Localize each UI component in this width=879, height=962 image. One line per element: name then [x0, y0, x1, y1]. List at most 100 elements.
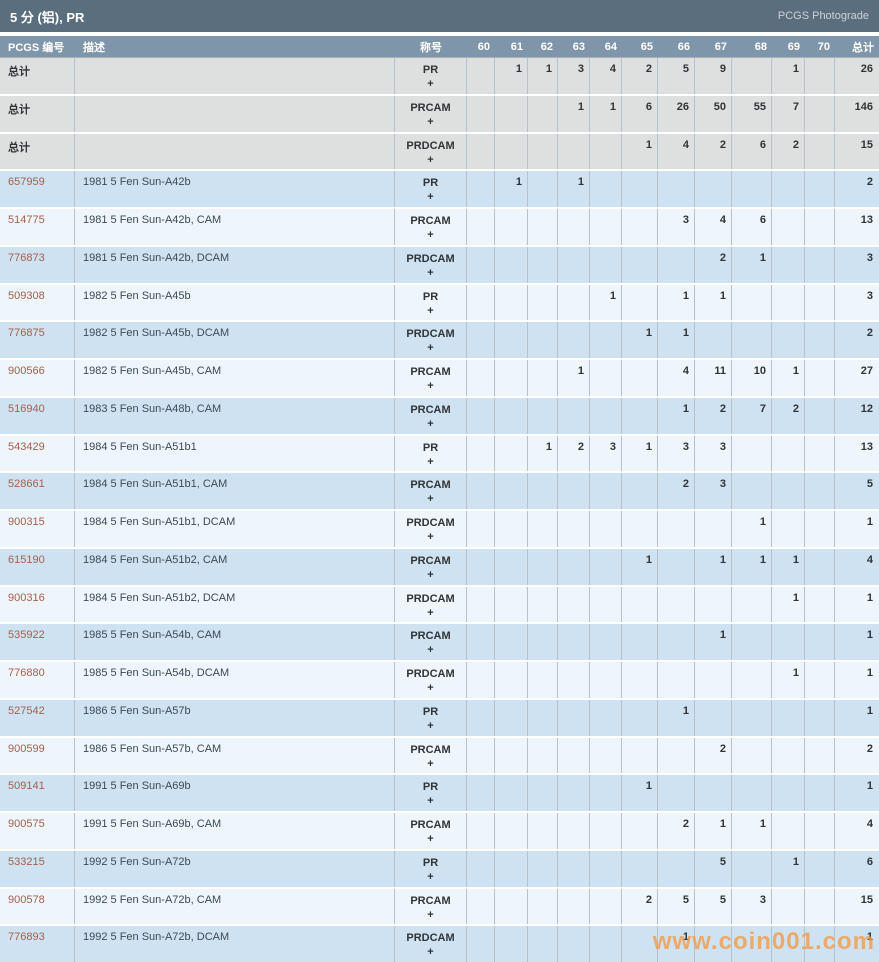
grade-count-61 [495, 284, 528, 321]
designation-plus: + [427, 795, 434, 808]
grade-count-63 [558, 699, 590, 736]
designation: PRCAM + [395, 360, 467, 396]
pcgs-number[interactable]: 509308 [0, 284, 75, 321]
grade-count-65 [622, 397, 658, 434]
grade-count-62 [528, 586, 558, 623]
grade-count-65 [622, 624, 658, 660]
designation-plus: + [427, 78, 434, 90]
pcgs-number[interactable]: 533215 [0, 850, 75, 887]
header-gap [0, 32, 879, 36]
designation: PRDCAM + [395, 246, 467, 283]
grade-count-70 [805, 813, 835, 849]
designation: PRCAM + [395, 473, 467, 509]
grade-count-65: 6 [622, 95, 658, 132]
total-count: 4 [866, 818, 873, 830]
column-header-description: 描述 [83, 41, 105, 54]
grade-count-67: 5 [695, 850, 732, 887]
pcgs-number[interactable]: 900566 [0, 360, 75, 396]
grade-count-60 [467, 171, 495, 207]
coin-description: 1981 5 Fen Sun-A42b, CAM [75, 209, 395, 245]
pcgs-number[interactable]: 527542 [0, 699, 75, 736]
column-header-designation: 称号 [420, 41, 442, 54]
grade-count-61 [495, 888, 528, 925]
pcgs-number[interactable]: 528661 [0, 473, 75, 509]
grade-count-61 [495, 473, 528, 509]
designation-plus: + [427, 719, 434, 732]
grade-count-61 [495, 850, 528, 887]
total-count: 12 [860, 402, 873, 415]
pcgs-number[interactable]: 657959 [0, 171, 75, 207]
pcgs-number[interactable]: 516940 [0, 397, 75, 434]
grade-count-61 [495, 662, 528, 698]
pcgs-number[interactable]: 900316 [0, 586, 75, 623]
pcgs-number[interactable]: 535922 [0, 624, 75, 660]
grade-count-60 [467, 397, 495, 434]
grade-count-66: 1 [658, 284, 695, 321]
designation: PRCAM + [395, 624, 467, 660]
grade-count-68 [732, 473, 772, 509]
grade-count-67: 5 [695, 888, 732, 925]
designation: PRCAM + [395, 813, 467, 849]
designation-plus: + [427, 417, 434, 430]
grade-count-69: 1 [772, 662, 805, 698]
grade-count-62 [528, 246, 558, 283]
designation: PRCAM + [395, 548, 467, 585]
grade-count-65 [622, 586, 658, 623]
grade-count-69: 1 [772, 850, 805, 887]
coin-description: 1981 5 Fen Sun-A42b, DCAM [75, 246, 395, 283]
pcgs-number[interactable]: 900315 [0, 511, 75, 547]
grade-count-61 [495, 397, 528, 434]
grade-count-67: 11 [695, 360, 732, 396]
designation: PR + [395, 58, 467, 94]
total-count: 146 [854, 100, 873, 113]
pcgs-number[interactable]: 776875 [0, 322, 75, 358]
pcgs-number[interactable]: 543429 [0, 435, 75, 472]
grade-count-70 [805, 699, 835, 736]
pcgs-number[interactable]: 776893 [0, 926, 75, 962]
designation-label: PRCAM [410, 215, 451, 227]
coin-description: 1984 5 Fen Sun-A51b1, DCAM [75, 511, 395, 547]
total-count: 6 [866, 855, 873, 868]
grade-count-70 [805, 284, 835, 321]
grade-count-61 [495, 246, 528, 283]
designation: PRDCAM + [395, 662, 467, 698]
pcgs-number[interactable]: 900599 [0, 737, 75, 774]
designation-label: PRCAM [410, 630, 451, 643]
grade-count-67: 2 [695, 133, 732, 170]
coin-description: 1982 5 Fen Sun-A45b [75, 284, 395, 321]
grade-count-64 [590, 775, 622, 811]
pcgs-number[interactable]: 615190 [0, 548, 75, 585]
grade-count-69 [772, 813, 805, 849]
grade-count-69: 1 [772, 58, 805, 94]
grade-count-65: 1 [622, 548, 658, 585]
grade-count-68 [732, 284, 772, 321]
coin-description: 1985 5 Fen Sun-A54b, CAM [75, 624, 395, 660]
pcgs-number[interactable]: 776880 [0, 662, 75, 698]
table-row: 900315 1984 5 Fen Sun-A51b1, DCAM PRDCAM… [0, 509, 879, 547]
designation-plus: + [427, 380, 434, 392]
designation-plus: + [427, 568, 434, 581]
grade-count-61 [495, 95, 528, 132]
total-count: 3 [866, 251, 873, 264]
grade-count-60 [467, 548, 495, 585]
pcgs-number[interactable]: 514775 [0, 209, 75, 245]
grade-count-70 [805, 511, 835, 547]
pcgs-number[interactable]: 509141 [0, 775, 75, 811]
grade-count-64 [590, 171, 622, 207]
table-row: 535922 1985 5 Fen Sun-A54b, CAM PRCAM + … [0, 622, 879, 660]
designation: PRDCAM + [395, 511, 467, 547]
pcgs-number[interactable]: 776873 [0, 246, 75, 283]
coin-description: 1983 5 Fen Sun-A48b, CAM [75, 397, 395, 434]
grade-count-67: 1 [695, 548, 732, 585]
grade-count-66 [658, 662, 695, 698]
pcgs-number[interactable]: 900578 [0, 888, 75, 925]
grade-count-62 [528, 284, 558, 321]
grade-count-60 [467, 586, 495, 623]
designation-plus: + [427, 455, 434, 468]
grade-count-70 [805, 662, 835, 698]
grade-count-70 [805, 397, 835, 434]
grade-count-70 [805, 926, 835, 962]
pcgs-number[interactable]: 900575 [0, 813, 75, 849]
grade-count-65 [622, 284, 658, 321]
